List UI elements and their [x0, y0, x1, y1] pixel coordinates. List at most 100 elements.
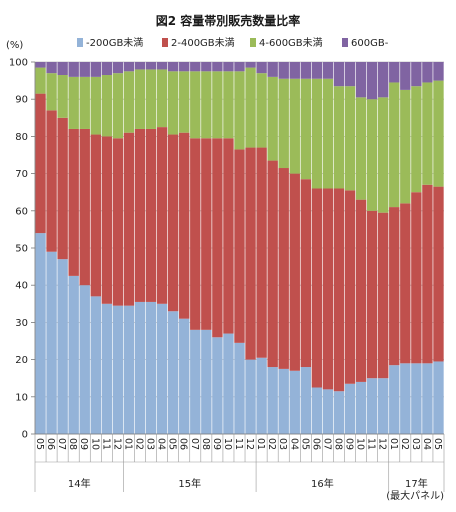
- bar-segment: [101, 136, 113, 304]
- bar-segment: [190, 138, 201, 330]
- bar-segment: [433, 80, 444, 187]
- bar-segment: [256, 62, 267, 74]
- bar-segment: [212, 71, 223, 139]
- x-tick-label: 03: [145, 438, 156, 450]
- bar-segment: [378, 97, 389, 213]
- bar-segment: [212, 138, 223, 338]
- bar-segment: [68, 62, 79, 77]
- bar-segment: [300, 78, 312, 180]
- x-tick-label: 05: [299, 438, 310, 450]
- x-tick-label: 01: [255, 438, 266, 450]
- x-tick-label: 06: [310, 438, 321, 450]
- bar-segment: [79, 76, 90, 129]
- bar-segment: [366, 378, 378, 434]
- bar-segment: [422, 363, 433, 434]
- bar-segment: [422, 62, 433, 83]
- bar-segment: [366, 62, 378, 100]
- bar-segment: [112, 62, 124, 74]
- bar-segment: [311, 188, 323, 388]
- bar-segment: [322, 78, 334, 189]
- bar-segment: [46, 62, 57, 74]
- bar-segment: [289, 173, 300, 371]
- x-tick-label: 11: [100, 438, 111, 450]
- bar-segment: [322, 389, 334, 434]
- bar-segment: [179, 71, 190, 133]
- bar-segment: [35, 62, 46, 68]
- legend-swatch: [162, 38, 168, 47]
- bar-segment: [46, 251, 57, 434]
- bar-segment: [201, 62, 212, 72]
- x-tick-label: 05: [167, 438, 178, 450]
- bar-segment: [145, 128, 157, 302]
- x-tick-label: 10: [355, 438, 366, 450]
- y-tick-label: 40: [15, 281, 28, 292]
- x-tick-label: 02: [266, 438, 277, 450]
- bar-segment: [223, 71, 234, 139]
- bar-segment: [389, 82, 400, 208]
- bar-segment: [167, 311, 179, 434]
- bar-segment: [311, 62, 323, 79]
- bar-segment: [179, 132, 190, 319]
- y-axis-unit: (%): [6, 40, 23, 51]
- bar-segment: [35, 67, 46, 94]
- bar-segment: [400, 89, 411, 204]
- bar-segment: [46, 110, 57, 252]
- x-tick-label: 09: [78, 438, 89, 450]
- bar-segment: [123, 62, 135, 72]
- bar-segment: [333, 62, 345, 87]
- bar-segment: [267, 62, 278, 77]
- bar-segment: [223, 62, 234, 72]
- bar-segment: [256, 147, 267, 358]
- x-tick-label: 08: [200, 438, 211, 450]
- bar-segment: [123, 305, 135, 434]
- bar-segment: [278, 168, 289, 369]
- bar-segment: [79, 285, 90, 434]
- bar-segment: [57, 117, 68, 260]
- bar-segment: [422, 184, 433, 364]
- bar-segment: [300, 367, 312, 434]
- bar-segment: [68, 128, 79, 276]
- bar-segment: [234, 71, 245, 150]
- y-axis: 0 10 20 30 40 50 60 70 80 90 100: [9, 58, 36, 441]
- bars: [35, 62, 444, 434]
- bar-segment: [389, 62, 400, 83]
- bar-segment: [300, 62, 312, 79]
- y-tick-label: 50: [15, 244, 28, 255]
- bar-segment: [112, 73, 124, 139]
- legend-swatch: [250, 38, 256, 47]
- y-tick-label: 90: [15, 95, 28, 106]
- x-tick-label: 07: [321, 438, 332, 450]
- bar-segment: [57, 259, 68, 434]
- bar-segment: [389, 365, 400, 434]
- bar-segment: [256, 73, 267, 148]
- x-tick-label: 06: [178, 438, 189, 450]
- bar-segment: [190, 329, 201, 434]
- bar-segment: [112, 138, 124, 306]
- bar-segment: [245, 67, 256, 148]
- bar-segment: [145, 69, 157, 129]
- bar-segment: [123, 132, 135, 306]
- bar-segment: [400, 62, 411, 90]
- bar-segment: [134, 62, 146, 70]
- bar-segment: [190, 71, 201, 139]
- bar-segment: [278, 368, 289, 434]
- y-tick-label: 60: [15, 206, 28, 217]
- legend-label: -200GB未満: [86, 37, 143, 49]
- bar-segment: [145, 301, 157, 434]
- bar-segment: [433, 361, 444, 434]
- x-tick-label: 08: [332, 438, 343, 450]
- bar-segment: [167, 71, 179, 135]
- bar-segment: [366, 210, 378, 379]
- bar-segment: [344, 190, 356, 384]
- x-tick-label: 10: [89, 438, 100, 450]
- bar-segment: [35, 93, 46, 234]
- bar-segment: [311, 78, 323, 189]
- bar-segment: [422, 82, 433, 185]
- x-tick-label: 04: [288, 438, 299, 450]
- bar-segment: [90, 296, 101, 434]
- x-tick-label: 09: [344, 438, 355, 450]
- year-label: 17年: [405, 477, 428, 490]
- bar-segment: [234, 62, 245, 72]
- bar-segment: [234, 149, 245, 343]
- bar-segment: [400, 203, 411, 364]
